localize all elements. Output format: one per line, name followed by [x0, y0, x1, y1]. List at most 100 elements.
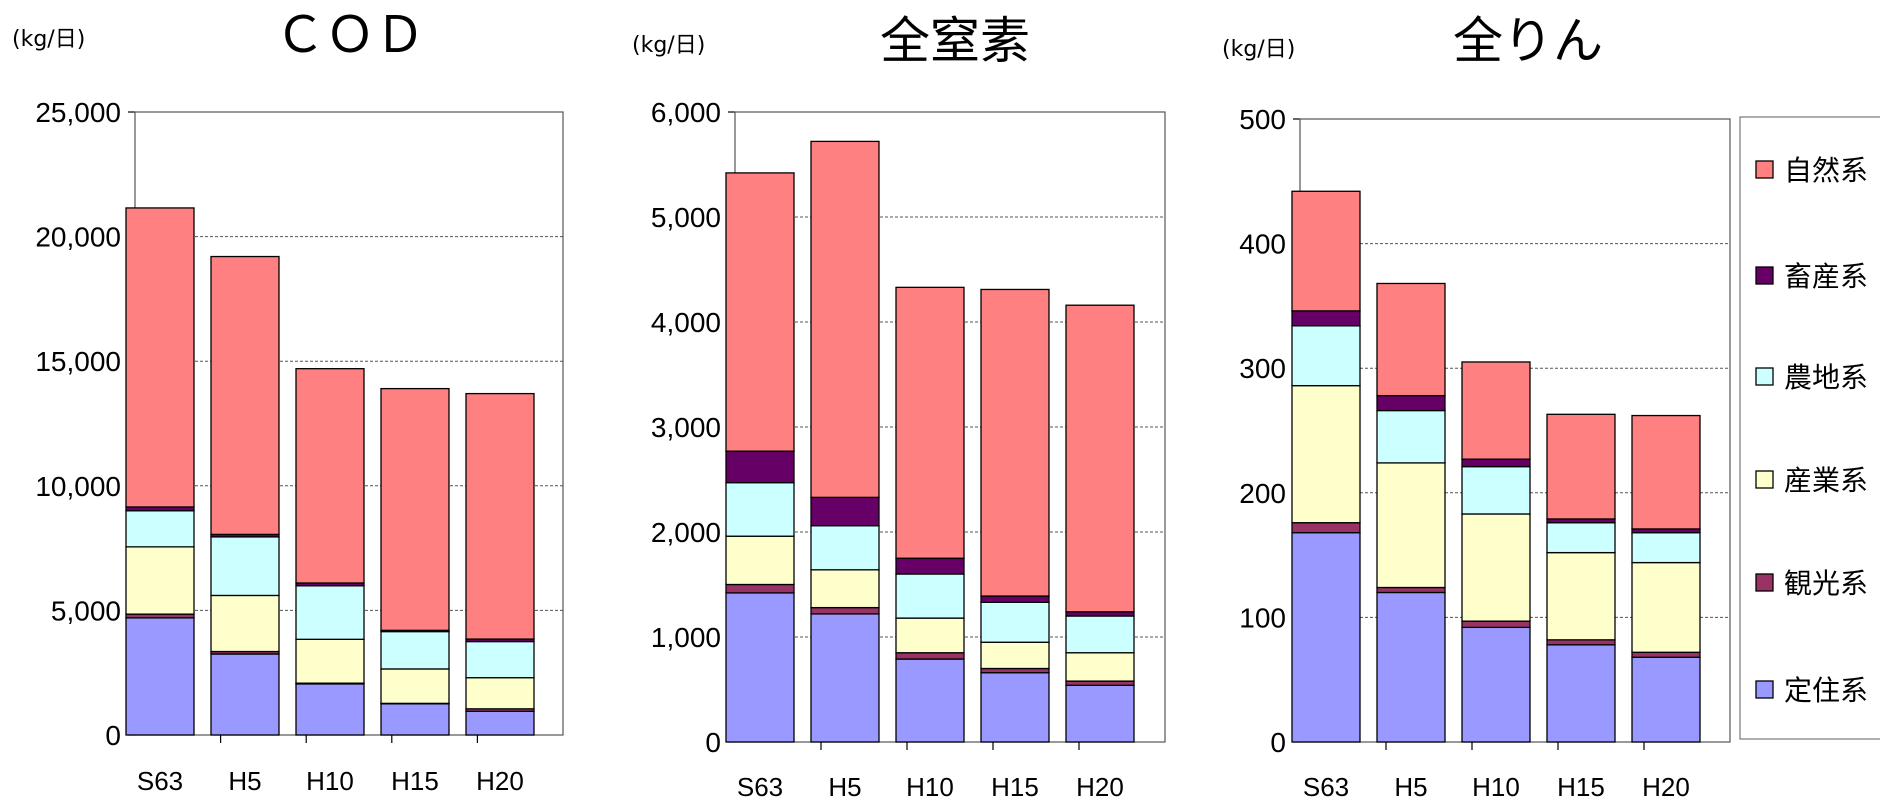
bar-segment-産業系-H5: [810, 569, 880, 609]
bar-segment-農地系-H20: [1065, 615, 1135, 654]
bar-segment-産業系-H15: [380, 668, 450, 705]
legend-label: 自然系: [1784, 154, 1868, 187]
unit-label: (kg/日): [632, 33, 705, 58]
bar-segment-定住系-S63: [125, 617, 195, 736]
bar-segment-定住系-H20: [1631, 656, 1701, 743]
bar-segment-自然系-H20: [465, 392, 535, 640]
unit-label: (kg/日): [12, 27, 85, 52]
x-tick-label: H20: [1642, 772, 1690, 800]
bar-segment-産業系-H10: [295, 638, 365, 684]
x-tick-label: H5: [828, 772, 861, 800]
bar-segment-自然系-S63: [125, 207, 195, 508]
chart-panel-1: ＣＯＤ (kg/日) 0 5,000 10,000 15,000 20,000 25,000 S…: [12, 6, 564, 796]
y-tick-label: 400: [1239, 229, 1286, 260]
y-tick-label: 300: [1239, 353, 1286, 384]
x-tick-label: H10: [1472, 772, 1520, 800]
x-tick-label: S63: [737, 772, 783, 800]
bar-segment-農地系-H15: [380, 630, 450, 670]
bar-segment-観光系-S63: [725, 583, 795, 594]
x-tick-label: S63: [137, 766, 183, 796]
bar-segment-定住系-H5: [1376, 591, 1446, 743]
legend-label: 観光系: [1784, 567, 1868, 600]
bar-segment-自然系-H15: [1546, 413, 1616, 520]
bar-segment-自然系-S63: [1291, 190, 1361, 312]
y-tick-label: 200: [1239, 478, 1286, 509]
legend-label: 定住系: [1784, 674, 1868, 707]
bar-segment-観光系-H10: [895, 652, 965, 660]
bar-segment-畜産系-H10: [1461, 458, 1531, 468]
bar-segment-産業系-S63: [125, 546, 195, 615]
x-tick-label: H5: [228, 766, 261, 796]
chart-title: 全りん: [1453, 12, 1603, 70]
bar-segment-産業系-H20: [1065, 652, 1135, 682]
bar-segment-農地系-H10: [1461, 465, 1531, 515]
bar-segment-定住系-H15: [380, 703, 450, 736]
x-tick-label: S63: [1303, 772, 1349, 800]
bar-segment-定住系-H15: [1546, 644, 1616, 743]
bar-segment-自然系-H10: [895, 286, 965, 559]
x-tick-label: H15: [391, 766, 439, 796]
legend-swatch: [1755, 266, 1774, 285]
y-tick-label: 10,000: [35, 471, 121, 502]
bar-segment-産業系-H20: [1631, 561, 1701, 653]
legend-label: 産業系: [1784, 464, 1868, 497]
y-tick-label: 3,000: [651, 412, 721, 443]
y-tick-label: 100: [1239, 602, 1286, 633]
x-tick-label: H20: [476, 766, 524, 796]
bar-segment-農地系-S63: [125, 510, 195, 548]
chart-title: ＣＯＤ: [275, 6, 425, 64]
x-tick-label: H5: [1394, 772, 1427, 800]
y-tick-label: 500: [1239, 104, 1286, 135]
legend-swatch: [1755, 573, 1774, 592]
bar-segment-畜産系-H5: [810, 496, 880, 527]
bar-segment-定住系-H10: [295, 683, 365, 736]
bar-segment-産業系-H15: [1546, 551, 1616, 641]
chart-panel-3: 全りん (kg/日) 0 100 200 300 400 500 S63 H5 H10 H15 H20: [1222, 12, 1731, 800]
bar-segment-定住系-H15: [980, 672, 1050, 743]
bar-segment-観光系-H5: [810, 606, 880, 615]
bar-segment-産業系-S63: [725, 535, 795, 586]
bar-segment-定住系-H20: [465, 710, 535, 736]
bar-segment-農地系-H15: [980, 601, 1050, 643]
chart-title: 全窒素: [880, 12, 1030, 70]
y-tick-label: 6,000: [651, 97, 721, 128]
bar-segment-畜産系-S63: [1291, 310, 1361, 327]
bar-segment-観光系-S63: [1291, 522, 1361, 534]
bar-segment-農地系-H5: [810, 525, 880, 571]
bar-segment-農地系-H15: [1546, 522, 1616, 554]
bar-segment-農地系-H10: [295, 585, 365, 640]
bar-segment-自然系-H5: [210, 255, 280, 536]
bar-segment-産業系-H20: [465, 677, 535, 710]
y-tick-label: 25,000: [35, 97, 121, 128]
bar-segment-自然系-H15: [380, 387, 450, 631]
bar-segment-畜産系-H5: [1376, 394, 1446, 412]
bar-segment-観光系-H15: [1546, 639, 1616, 646]
x-tick-label: H10: [306, 766, 354, 796]
bar-segment-自然系-H10: [295, 368, 365, 584]
y-tick-label: 4,000: [651, 307, 721, 338]
unit-label: (kg/日): [1222, 37, 1295, 62]
y-tick-label: 0: [705, 727, 721, 758]
legend-frame: [1739, 116, 1880, 740]
legend-swatch: [1755, 470, 1774, 489]
y-tick-label: 15,000: [35, 346, 121, 377]
legend-swatch: [1755, 160, 1774, 179]
bar-segment-自然系-H20: [1065, 304, 1135, 613]
bar-segment-畜産系-H10: [895, 557, 965, 575]
x-tick-label: H15: [991, 772, 1039, 800]
bar-segment-農地系-S63: [725, 481, 795, 537]
bar-segment-観光系-H10: [1461, 620, 1531, 629]
y-tick-label: 1,000: [651, 622, 721, 653]
y-tick-label: 2,000: [651, 517, 721, 548]
y-tick-label: 0: [105, 720, 121, 751]
y-tick-label: 0: [1270, 727, 1286, 758]
bar-segment-定住系-S63: [725, 592, 795, 743]
bar-segment-定住系-S63: [1291, 532, 1361, 743]
x-tick-label: H10: [906, 772, 954, 800]
bar-segment-観光系-H5: [1376, 586, 1446, 594]
y-tick-label: 5,000: [651, 202, 721, 233]
bar-segment-農地系-H5: [1376, 409, 1446, 464]
bar-segment-定住系-H10: [1461, 626, 1531, 743]
